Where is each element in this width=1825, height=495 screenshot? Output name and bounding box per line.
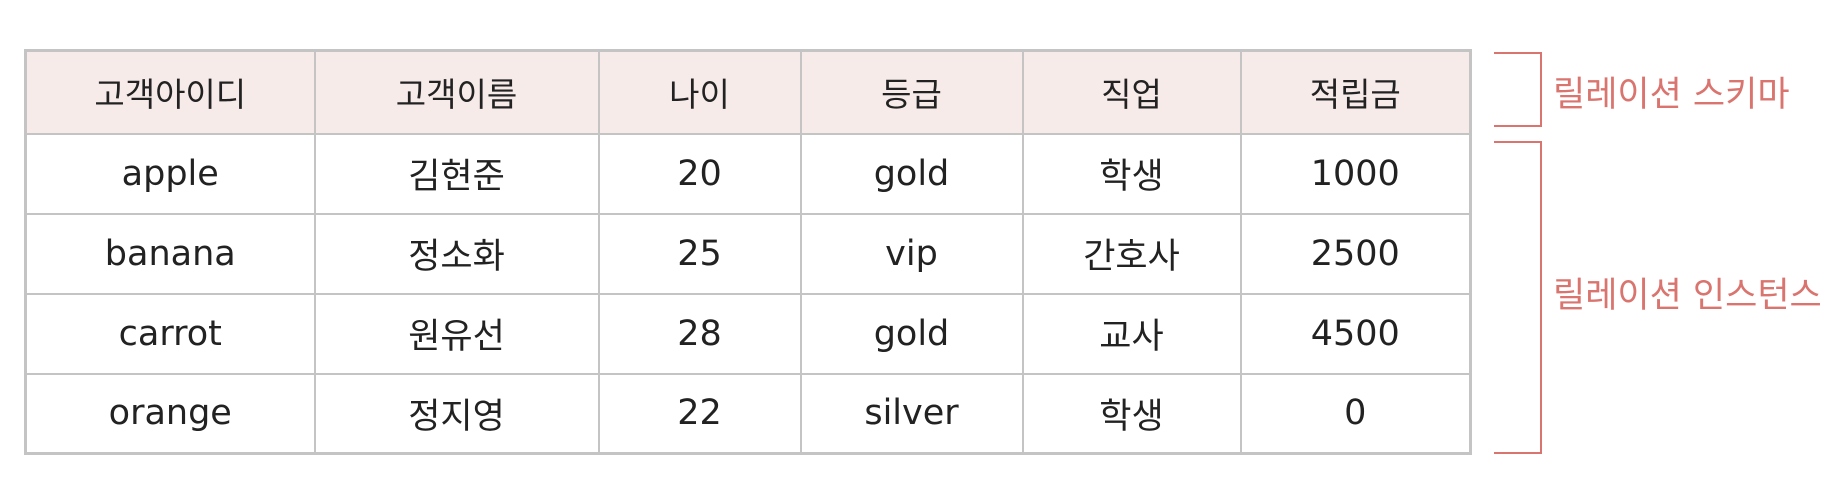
cell-customer-id: carrot <box>24 292 316 375</box>
cell-customer-id: orange <box>24 372 316 455</box>
instance-bracket <box>1494 141 1542 454</box>
cell-age: 20 <box>597 132 802 215</box>
table-row: carrot 원유선 28 gold 교사 4500 <box>24 292 1472 375</box>
schema-label: 릴레이션 스키마 <box>1553 75 1790 115</box>
header-job: 직업 <box>1021 49 1242 135</box>
table-row: apple 김현준 20 gold 학생 1000 <box>24 132 1472 215</box>
cell-grade: vip <box>799 212 1024 295</box>
header-points: 적립금 <box>1239 49 1472 135</box>
cell-customer-id: banana <box>24 212 316 295</box>
cell-customer-name: 정지영 <box>313 372 600 455</box>
cell-age: 25 <box>597 212 802 295</box>
instance-label: 릴레이션 인스턴스 <box>1553 276 1822 316</box>
relation-instance-body: apple 김현준 20 gold 학생 1000 banana 정소화 25 … <box>24 132 1472 455</box>
header-age: 나이 <box>597 49 802 135</box>
relation-schema-header: 고객아이디 고객이름 나이 등급 직업 적립금 <box>24 49 1472 135</box>
cell-job: 간호사 <box>1021 212 1242 295</box>
header-row: 고객아이디 고객이름 나이 등급 직업 적립금 <box>24 49 1472 135</box>
cell-grade: gold <box>799 292 1024 375</box>
cell-customer-name: 김현준 <box>313 132 600 215</box>
table-row: orange 정지영 22 silver 학생 0 <box>24 372 1472 455</box>
header-grade: 등급 <box>799 49 1024 135</box>
schema-bracket <box>1494 52 1542 127</box>
cell-age: 28 <box>597 292 802 375</box>
cell-points: 2500 <box>1239 212 1472 295</box>
header-customer-name: 고객이름 <box>313 49 600 135</box>
cell-customer-name: 원유선 <box>313 292 600 375</box>
cell-points: 4500 <box>1239 292 1472 375</box>
cell-customer-id: apple <box>24 132 316 215</box>
header-customer-id: 고객아이디 <box>24 49 316 135</box>
cell-customer-name: 정소화 <box>313 212 600 295</box>
cell-grade: gold <box>799 132 1024 215</box>
cell-job: 학생 <box>1021 132 1242 215</box>
cell-job: 교사 <box>1021 292 1242 375</box>
cell-grade: silver <box>799 372 1024 455</box>
cell-points: 1000 <box>1239 132 1472 215</box>
cell-job: 학생 <box>1021 372 1242 455</box>
table-row: banana 정소화 25 vip 간호사 2500 <box>24 212 1472 295</box>
cell-points: 0 <box>1239 372 1472 455</box>
cell-age: 22 <box>597 372 802 455</box>
relation-table: 고객아이디 고객이름 나이 등급 직업 적립금 apple 김현준 20 gol… <box>24 49 1472 455</box>
